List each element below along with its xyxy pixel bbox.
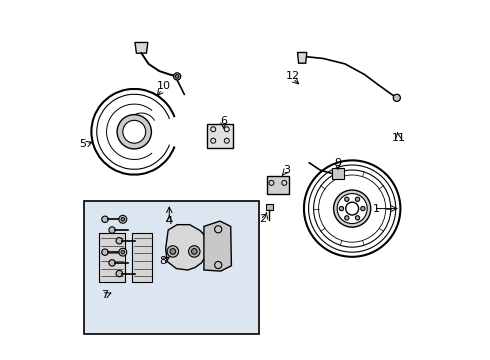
Circle shape <box>344 197 349 202</box>
Circle shape <box>102 249 108 255</box>
Polygon shape <box>204 221 231 271</box>
Polygon shape <box>135 42 148 53</box>
Text: 10: 10 <box>156 81 171 91</box>
Text: 3: 3 <box>284 165 291 175</box>
Text: 11: 11 <box>392 133 406 143</box>
Polygon shape <box>266 203 272 210</box>
Circle shape <box>192 249 197 254</box>
Polygon shape <box>332 168 343 179</box>
Circle shape <box>121 217 124 221</box>
FancyBboxPatch shape <box>207 124 233 148</box>
Text: 9: 9 <box>334 158 342 168</box>
FancyBboxPatch shape <box>132 233 152 282</box>
Polygon shape <box>166 225 207 270</box>
Circle shape <box>121 250 124 254</box>
Circle shape <box>334 190 371 227</box>
Circle shape <box>175 75 179 78</box>
Polygon shape <box>297 53 307 63</box>
Circle shape <box>189 246 200 257</box>
FancyBboxPatch shape <box>99 233 125 282</box>
Circle shape <box>361 206 365 211</box>
Circle shape <box>116 238 122 244</box>
Circle shape <box>116 270 122 277</box>
FancyBboxPatch shape <box>84 202 259 334</box>
Circle shape <box>355 216 360 220</box>
Circle shape <box>102 216 108 222</box>
Circle shape <box>355 197 360 202</box>
Polygon shape <box>267 176 289 194</box>
Text: 4: 4 <box>166 216 173 226</box>
Text: 5: 5 <box>79 139 86 149</box>
Circle shape <box>109 227 115 233</box>
Text: 8: 8 <box>159 256 167 266</box>
Circle shape <box>167 246 178 257</box>
Circle shape <box>123 120 146 143</box>
Circle shape <box>344 216 349 220</box>
Text: 2: 2 <box>259 213 267 224</box>
Text: 6: 6 <box>220 116 227 126</box>
Circle shape <box>170 249 176 254</box>
Text: 1: 1 <box>373 203 380 213</box>
Circle shape <box>117 114 151 149</box>
Circle shape <box>339 206 343 211</box>
Circle shape <box>119 248 127 256</box>
Text: 7: 7 <box>101 290 108 300</box>
Circle shape <box>173 73 181 80</box>
Circle shape <box>109 260 115 266</box>
Text: 12: 12 <box>286 71 300 81</box>
Circle shape <box>337 194 367 224</box>
Circle shape <box>393 94 400 102</box>
Circle shape <box>119 215 127 223</box>
